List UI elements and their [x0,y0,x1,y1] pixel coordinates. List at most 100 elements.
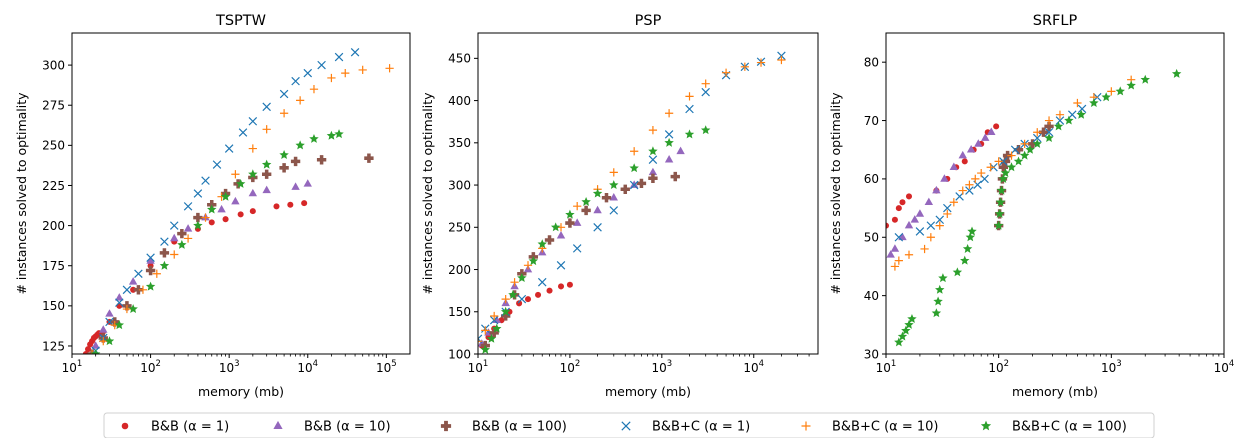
plot-frame [71,32,411,355]
data-point [85,346,92,353]
x-axis-label: memory (mb) [605,384,691,399]
data-point [721,68,731,77]
data-point [104,336,115,346]
series-bbc1 [91,47,360,354]
data-point [1010,145,1020,155]
data-point [977,168,986,178]
data-point [1055,110,1065,119]
data-point [146,253,155,262]
data-point [974,139,983,147]
y-tick-label: 150 [42,299,65,313]
data-point [1126,80,1136,90]
data-point [303,68,313,78]
data-point [273,203,280,210]
y-tick-label: 60 [864,172,879,186]
data-point [490,311,499,321]
data-point [949,162,959,171]
data-point [609,168,618,177]
data-point [993,123,1000,130]
data-point [664,155,674,163]
data-point [1171,68,1182,78]
y-tick-label: 300 [42,58,65,72]
data-point [248,172,258,183]
data-point [924,197,934,206]
data-point [550,222,561,232]
legend-item-bbc10: B&B+C (α = 10) [801,420,939,435]
legend-label: B&B (α = 1) [151,420,229,435]
data-point [940,174,949,182]
data-point [193,220,203,230]
data-point [777,51,786,61]
data-point [1044,116,1054,125]
y-tick-label: 350 [448,136,471,150]
data-point [478,337,483,346]
data-point [894,337,904,347]
data-point [907,314,917,323]
data-point [183,202,193,211]
chart-panel-tsptw: 101 102 103 104 105 125 150 175 200 225 250 275 300 T… [14,13,411,399]
data-point [960,255,970,265]
data-point [700,125,711,135]
plot-frame [885,32,1225,355]
data-point [965,186,974,195]
data-point [99,337,108,346]
data-point [648,173,658,183]
data-point [701,79,710,88]
data-point [134,269,143,279]
y-tick-label: 100 [448,347,471,361]
x-tick-label: 103 [1101,359,1122,375]
data-point [517,294,527,304]
data-point [777,55,786,65]
data-point [648,126,658,135]
data-point [756,58,766,67]
legend-marker [121,422,129,430]
data-point [159,260,170,270]
data-point [262,125,271,134]
data-point [224,144,234,153]
y-tick-label: 225 [42,179,65,193]
data-point [958,186,967,195]
data-point [572,218,582,226]
data-point [261,169,272,179]
x-tick-label: 103 [651,359,672,375]
data-point [890,262,900,271]
data-point [998,162,1009,172]
x-tick-label: 101 [468,359,489,375]
y-axis-label: # instances solved to optimality [14,92,29,295]
data-point [609,193,618,201]
data-point [193,189,203,198]
data-point [593,205,602,214]
data-point [116,302,123,309]
data-point [965,232,975,242]
data-point [489,328,499,338]
data-point [1027,139,1038,149]
data-point [935,221,944,230]
legend-marker [273,420,283,430]
data-point [201,176,210,185]
data-point [636,178,647,189]
data-point [943,203,952,213]
data-point [309,85,319,94]
data-point [995,197,1006,207]
data-point [556,261,566,270]
data-point [910,215,919,223]
legend-item-bb1: B&B (α = 1) [121,420,229,435]
legend-item-bbc1: B&B+C (α = 1) [621,420,750,435]
data-point [115,298,124,307]
data-point [629,180,639,188]
x-tick-label: 103 [219,359,240,375]
data-point [528,256,539,266]
data-point [980,174,989,184]
y-tick-label: 50 [864,231,879,245]
data-point [1073,98,1082,108]
data-point [500,311,511,321]
data-point [592,188,603,198]
data-point [128,304,138,314]
data-point [901,325,911,335]
data-point [1077,104,1087,114]
data-point [1115,86,1125,96]
data-point [556,231,566,239]
data-point [516,300,523,307]
data-point [620,184,630,194]
data-point [152,269,161,278]
